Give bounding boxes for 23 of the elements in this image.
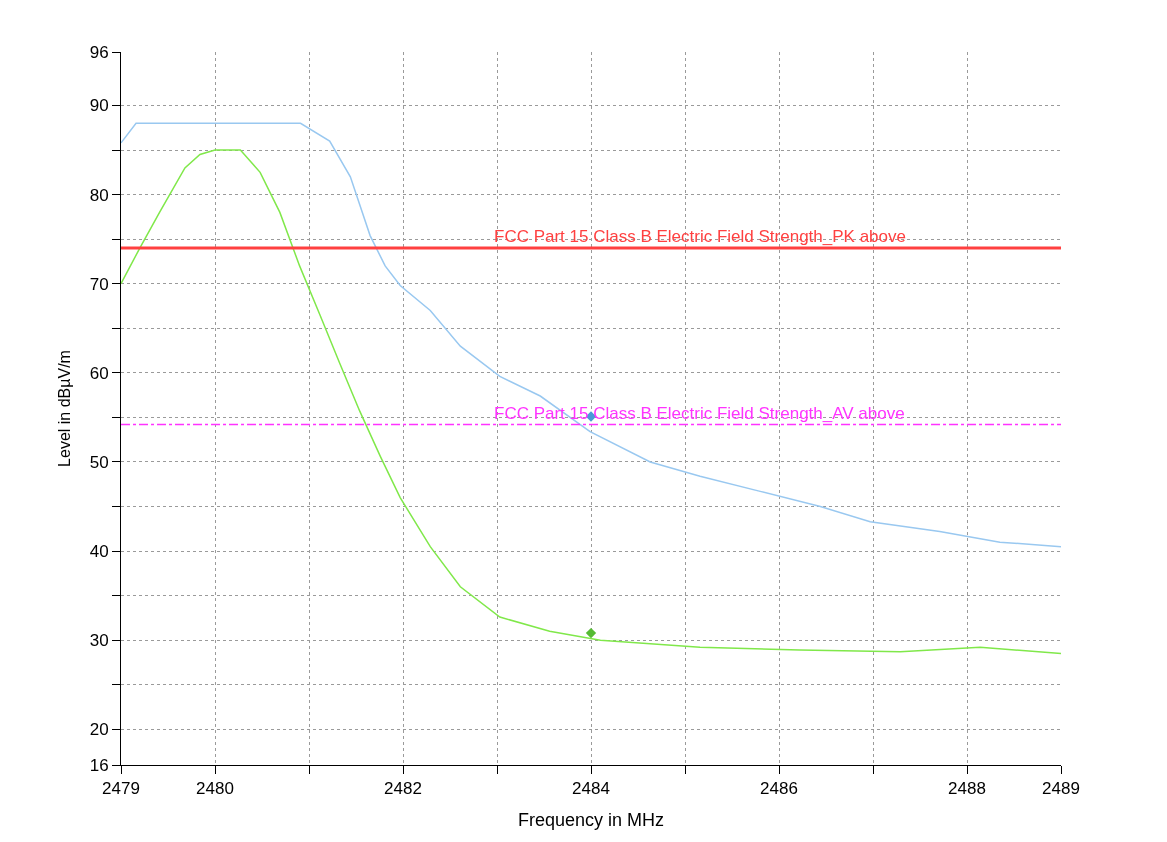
x-axis-title: Frequency in MHz bbox=[517, 809, 665, 830]
y-tick-label: 16 bbox=[89, 755, 109, 775]
y-tick-label: 60 bbox=[89, 363, 109, 383]
line-series bbox=[121, 149, 1061, 655]
x-tick-label: 2488 bbox=[948, 779, 986, 799]
y-tick-label: 80 bbox=[89, 185, 109, 205]
x-tick-label: 2484 bbox=[572, 779, 610, 799]
y-tick-label: 20 bbox=[89, 720, 109, 740]
y-tick-label: 70 bbox=[89, 274, 109, 294]
x-tick-label: 2480 bbox=[196, 779, 234, 799]
line-series bbox=[121, 122, 1061, 548]
y-tick-label: 96 bbox=[89, 42, 109, 62]
y-tick-label: 30 bbox=[89, 631, 109, 651]
ref-line-label: FCC Part 15 Class B Electric Field Strength_AV above bbox=[494, 404, 905, 423]
y-tick-label: 40 bbox=[89, 542, 109, 562]
ref-line-label: FCC Part 15 Class B Electric Field Strength_PK above bbox=[494, 227, 906, 246]
x-tick-label: 2479 bbox=[102, 779, 140, 799]
y-axis-title: Level in dBµV/m bbox=[55, 350, 73, 467]
y-tick-label: 50 bbox=[89, 452, 109, 472]
x-tick-label: 2482 bbox=[384, 779, 422, 799]
y-tick-label: 90 bbox=[89, 96, 109, 116]
x-tick-label: 2489 bbox=[1042, 779, 1080, 799]
x-tick-label: 2486 bbox=[760, 779, 798, 799]
